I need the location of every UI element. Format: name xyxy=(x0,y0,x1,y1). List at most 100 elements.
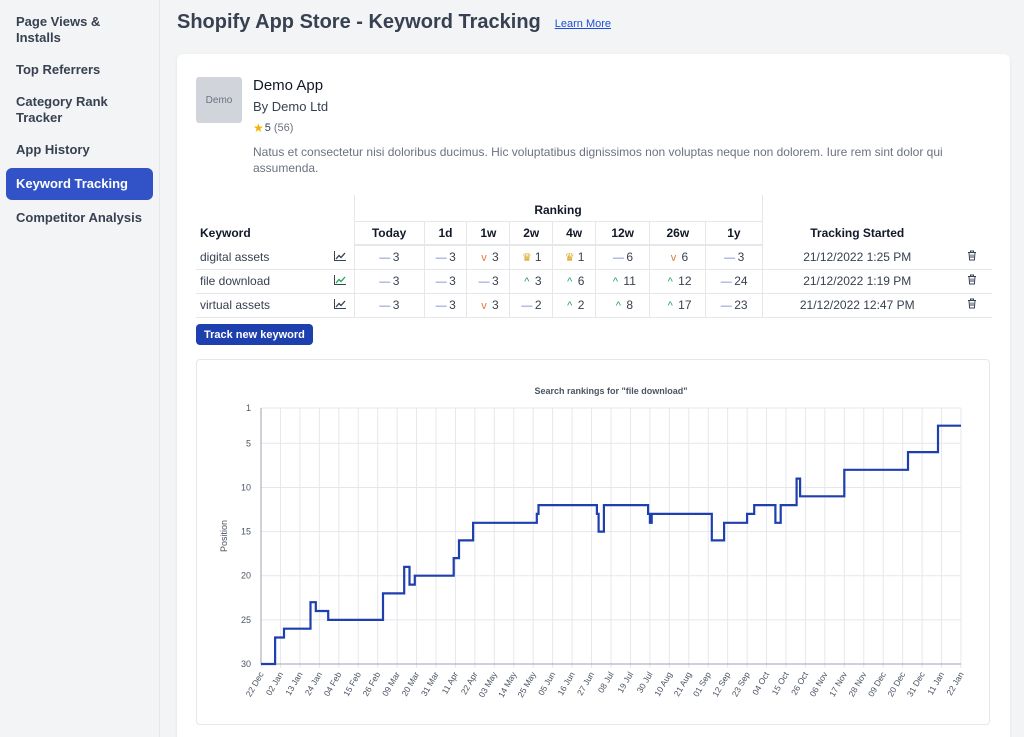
down-indicator-icon: v xyxy=(670,252,677,265)
rank-value: 2 xyxy=(577,298,585,312)
rankings-chart-svg: Search rankings for "file download" Posit… xyxy=(219,386,966,699)
up-indicator-icon: ^ xyxy=(524,276,530,288)
rank-cell: —3 xyxy=(353,293,425,318)
rank-cell: ^ 12 xyxy=(649,269,706,294)
rank-cell: ♛ 1 xyxy=(552,245,596,270)
x-tick-label: 23 Sep xyxy=(730,670,752,699)
x-tick-label: 22 Jan xyxy=(944,670,966,697)
trash-icon[interactable] xyxy=(967,274,977,285)
x-tick-label: 15 Oct xyxy=(770,669,791,696)
same-indicator-icon: — xyxy=(379,276,391,288)
rank-value: 12 xyxy=(678,274,692,288)
keyword-tracking-card: Demo Demo App By Demo Ltd ★ 5 (56) Natus… xyxy=(177,54,1010,737)
rank-value: 3 xyxy=(737,250,745,265)
rank-cell: —2 xyxy=(509,293,553,318)
rank-value: 24 xyxy=(734,274,748,288)
delete-keyword-button[interactable] xyxy=(952,269,992,294)
sidebar-item-keyword-tracking[interactable]: Keyword Tracking xyxy=(6,168,153,200)
x-tick-label: 19 Jul xyxy=(615,670,635,695)
sidebar-item-app-history[interactable]: App History xyxy=(16,142,90,157)
same-indicator-icon: — xyxy=(478,276,490,288)
y-axis-label: Position xyxy=(219,520,229,552)
y-tick-label: 30 xyxy=(241,659,251,669)
x-tick-label: 31 Mar xyxy=(419,670,441,698)
rank-cell: —23 xyxy=(705,293,762,318)
x-tick-label: 08 Jul xyxy=(596,670,616,695)
sidebar: Page Views & Installs Top Referrers Catego… xyxy=(0,0,160,737)
y-tick-label: 1 xyxy=(246,403,251,413)
rank-cell: ^ 6 xyxy=(552,269,596,294)
review-count: (56) xyxy=(273,122,294,134)
app-name: Demo App xyxy=(253,77,324,94)
series-line-file-download xyxy=(261,424,961,666)
chart-icon[interactable] xyxy=(326,293,354,318)
rank-cell: —24 xyxy=(705,269,762,294)
table-row: digital assets —3—3 v 3 ♛ 1 ♛ 1—6 v 6—3 21/12/2022… xyxy=(196,245,992,270)
y-tick-label: 5 xyxy=(246,438,251,448)
sidebar-item-page-views-installs[interactable]: Page Views & Installs xyxy=(16,14,101,45)
x-tick-label: 11 Apr xyxy=(440,670,461,696)
chart-icon[interactable] xyxy=(326,269,354,294)
same-indicator-icon: — xyxy=(612,252,624,265)
rank-value: 2 xyxy=(534,298,542,312)
same-indicator-icon: — xyxy=(379,300,391,312)
sidebar-item-category-rank-tracker[interactable]: Category Rank Tracker xyxy=(16,94,108,125)
x-tick-label: 31 Dec xyxy=(905,669,928,698)
delete-keyword-button[interactable] xyxy=(952,293,992,318)
rank-value: 1 xyxy=(534,250,542,265)
same-indicator-icon: — xyxy=(720,300,732,312)
ranking-group-header: Ranking xyxy=(353,195,762,221)
tracking-started-date: 21/12/2022 1:25 PM xyxy=(761,245,952,270)
rank-cell: —3 xyxy=(705,245,762,270)
up-indicator-icon: ^ xyxy=(567,300,573,312)
table-row: virtual assets —3—3 v 3—2 ^ 2 ^ 8 ^ 17—23 21/12/20… xyxy=(196,293,992,318)
rank-cell: —6 xyxy=(595,245,650,270)
rank-value: 1 xyxy=(577,250,585,265)
same-indicator-icon: — xyxy=(521,300,533,312)
period-header-26w: 26w xyxy=(649,220,706,246)
y-tick-label: 25 xyxy=(241,615,251,625)
period-header-1d: 1d xyxy=(423,220,467,246)
keyword-name: digital assets xyxy=(196,245,326,270)
rank-cell: ^ 17 xyxy=(649,293,706,318)
sidebar-item-top-referrers[interactable]: Top Referrers xyxy=(16,62,101,77)
x-tick-label: 25 May xyxy=(515,669,538,699)
trash-icon[interactable] xyxy=(967,298,977,309)
period-header-today: Today xyxy=(353,220,425,246)
rank-cell: ♛ 1 xyxy=(509,245,553,270)
learn-more-link[interactable]: Learn More xyxy=(554,18,612,30)
rank-value: 3 xyxy=(449,274,456,288)
app-developer: By Demo Ltd xyxy=(253,99,329,114)
rank-value: 17 xyxy=(678,298,692,312)
trash-icon[interactable] xyxy=(967,250,977,261)
rank-cell: ^ 3 xyxy=(509,269,553,294)
rank-cell: —3 xyxy=(423,293,467,318)
x-tick-label: 15 Feb xyxy=(341,670,363,698)
sidebar-item-competitor-analysis[interactable]: Competitor Analysis xyxy=(16,210,142,225)
keyword-name: virtual assets xyxy=(196,293,326,318)
rank-value: 6 xyxy=(577,274,585,288)
x-tick-label: 20 Mar xyxy=(399,670,421,698)
x-tick-label: 27 Jun xyxy=(575,670,597,697)
star-icon: ★ xyxy=(253,121,264,135)
down-indicator-icon: v xyxy=(481,300,487,312)
y-tick-label: 10 xyxy=(241,482,251,492)
tracking-started-header: Tracking Started xyxy=(761,195,952,245)
rank-value: 3 xyxy=(449,250,456,265)
period-header-1y: 1y xyxy=(705,220,762,246)
rank-value: 23 xyxy=(734,298,748,312)
same-indicator-icon: — xyxy=(379,252,391,265)
rankings-chart: Search rankings for "file download" Posit… xyxy=(196,359,990,725)
y-tick-label: 20 xyxy=(241,571,251,581)
rank-value: 3 xyxy=(534,274,542,288)
x-tick-label: 16 Jun xyxy=(555,670,577,697)
same-indicator-icon: — xyxy=(435,276,447,288)
track-new-keyword-button[interactable]: Track new keyword xyxy=(196,324,313,345)
keyword-column-header: Keyword xyxy=(200,226,251,240)
rank-value: 3 xyxy=(492,250,499,265)
delete-keyword-button[interactable] xyxy=(952,245,992,270)
chart-icon[interactable] xyxy=(326,245,354,270)
up-indicator-icon: ^ xyxy=(667,276,673,288)
same-indicator-icon: — xyxy=(435,300,447,312)
